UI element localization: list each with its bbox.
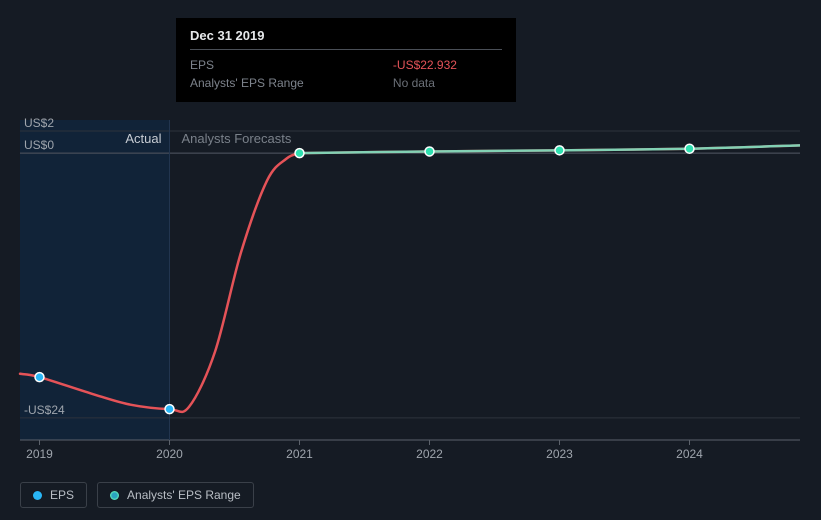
svg-text:2020: 2020 [156, 447, 183, 461]
svg-text:2021: 2021 [286, 447, 313, 461]
svg-text:2022: 2022 [416, 447, 443, 461]
svg-text:2019: 2019 [26, 447, 53, 461]
svg-text:US$2: US$2 [24, 116, 54, 130]
tooltip-value: No data [353, 74, 502, 92]
chart-legend: EPS Analysts' EPS Range [20, 482, 254, 508]
legend-item-eps[interactable]: EPS [20, 482, 87, 508]
legend-item-range[interactable]: Analysts' EPS Range [97, 482, 254, 508]
chart-tooltip: Dec 31 2019 EPS -US$22.932 Analysts' EPS… [176, 18, 516, 102]
tooltip-row: EPS -US$22.932 [190, 56, 502, 74]
svg-text:2023: 2023 [546, 447, 573, 461]
tooltip-row: Analysts' EPS Range No data [190, 74, 502, 92]
legend-dot-icon [110, 491, 119, 500]
svg-text:Analysts Forecasts: Analysts Forecasts [182, 131, 292, 146]
tooltip-key: EPS [190, 56, 353, 74]
chart-container: { "chart": { "type": "line", "width": 82… [0, 0, 821, 520]
legend-dot-icon [33, 491, 42, 500]
legend-label: EPS [50, 488, 74, 502]
svg-text:US$0: US$0 [24, 138, 54, 152]
legend-label: Analysts' EPS Range [127, 488, 241, 502]
tooltip-value: -US$22.932 [353, 56, 502, 74]
tooltip-key: Analysts' EPS Range [190, 74, 353, 92]
svg-text:Actual: Actual [125, 131, 161, 146]
tooltip-title: Dec 31 2019 [190, 28, 502, 43]
svg-text:2024: 2024 [676, 447, 703, 461]
svg-text:-US$24: -US$24 [24, 403, 65, 417]
